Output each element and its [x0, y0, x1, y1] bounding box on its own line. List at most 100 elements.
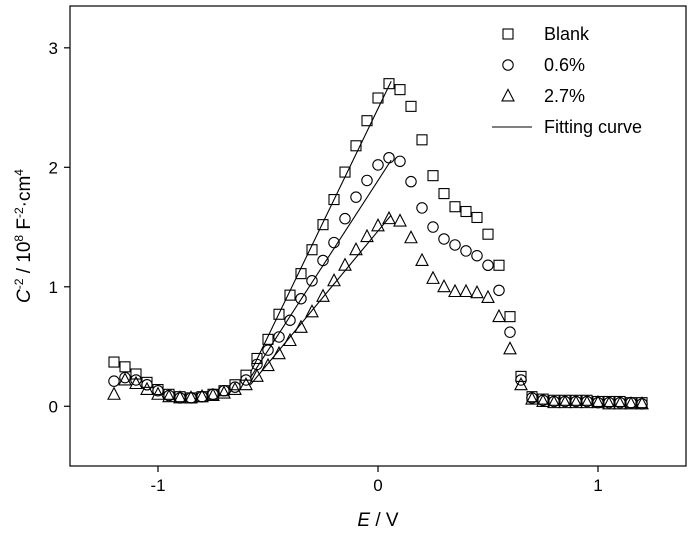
circle-point [295, 292, 307, 305]
circle-point [141, 379, 153, 391]
circle-point [317, 254, 329, 267]
triangle-point [514, 376, 528, 391]
triangle-point [613, 396, 627, 410]
square-point [493, 259, 505, 271]
triangle-point [459, 283, 473, 298]
square-point [449, 201, 461, 213]
triangle-point [184, 390, 198, 404]
square-point [438, 188, 450, 200]
triangle-point [481, 289, 495, 304]
triangle-point [239, 376, 253, 391]
triangle-point [140, 381, 154, 396]
triangle-point [569, 394, 583, 409]
square-point [482, 228, 494, 240]
circle-point [471, 249, 483, 262]
circle-point [361, 174, 373, 187]
square-point [317, 219, 329, 231]
triangle-point [294, 319, 308, 333]
circle-point [383, 151, 395, 164]
circle-point [427, 221, 439, 233]
triangle-point [393, 213, 407, 227]
triangle-point [536, 393, 550, 407]
legend-label: Fitting curve [544, 117, 642, 137]
triangle-point [305, 304, 319, 318]
square-point [405, 100, 417, 112]
square-point [361, 115, 373, 127]
y-axis-label: C-2 / 108 F-2·cm4 [12, 169, 35, 303]
square-point [416, 134, 428, 146]
circle-point [273, 331, 285, 343]
square-point [229, 379, 241, 391]
triangle-point [470, 284, 484, 299]
triangle-point [426, 270, 440, 284]
circle-point [460, 245, 472, 257]
circle-point [207, 388, 219, 401]
circle-point [515, 374, 527, 386]
circle-point [152, 384, 164, 397]
circle-point [372, 159, 384, 171]
legend-square-icon [502, 28, 514, 40]
triangle-point [195, 388, 209, 403]
circle-point [130, 374, 142, 386]
triangle-point [338, 257, 352, 271]
circle-point [284, 314, 296, 326]
fitting-line [249, 81, 392, 374]
circle-point [493, 284, 505, 297]
triangle-point [272, 345, 286, 360]
triangle-point [624, 396, 638, 410]
triangle-point [547, 394, 561, 409]
triangle-point [250, 368, 264, 382]
circle-point [328, 236, 340, 249]
triangle-point [228, 381, 242, 396]
square-point [471, 211, 483, 224]
fitting-curves [249, 81, 392, 386]
x-tick-label: -1 [150, 476, 165, 495]
legend-label: 0.6% [544, 55, 585, 75]
circle-point [482, 259, 494, 272]
triangle-point [635, 396, 649, 410]
circle-point [438, 233, 450, 245]
triangle-point [558, 394, 572, 409]
square-point [251, 352, 263, 365]
legend-label: 2.7% [544, 86, 585, 106]
circle-point [449, 239, 461, 251]
square-point [427, 170, 439, 182]
square-point [119, 361, 131, 373]
square-point [295, 268, 307, 280]
square-point [240, 369, 252, 381]
triangle-point [129, 375, 143, 390]
x-tick-label: 0 [373, 476, 382, 495]
square-point [306, 244, 318, 256]
triangle-point [415, 252, 429, 266]
triangle-point [327, 273, 341, 287]
circle-point [306, 275, 318, 287]
circle-point [625, 396, 637, 409]
square-point [372, 92, 384, 104]
square-point [328, 194, 340, 206]
triangle-point [151, 386, 165, 400]
y-tick-label: 2 [49, 158, 58, 177]
triangle-point [371, 218, 385, 232]
fitting-line [249, 159, 392, 378]
triangle-point [448, 283, 462, 298]
y-tick-label: 1 [49, 278, 58, 297]
triangle-point [118, 372, 132, 386]
y-tick-label: 3 [49, 39, 58, 58]
triangle-point [382, 210, 396, 225]
triangle-point [261, 357, 275, 372]
triangle-point [107, 386, 121, 400]
square-point [515, 370, 527, 382]
legend-label: Blank [544, 24, 590, 44]
square-point [284, 289, 296, 301]
circle-point [416, 202, 428, 214]
square-point [339, 166, 351, 178]
y-tick-label: 0 [49, 397, 58, 416]
legend: Blank 0.6% 2.7% Fitting curve [492, 24, 642, 137]
circle-point [504, 326, 516, 338]
circle-point [108, 375, 120, 387]
triangle-point [360, 228, 374, 243]
legend-circle-icon [502, 59, 514, 71]
triangle-point [316, 288, 330, 302]
square-point [130, 368, 142, 380]
